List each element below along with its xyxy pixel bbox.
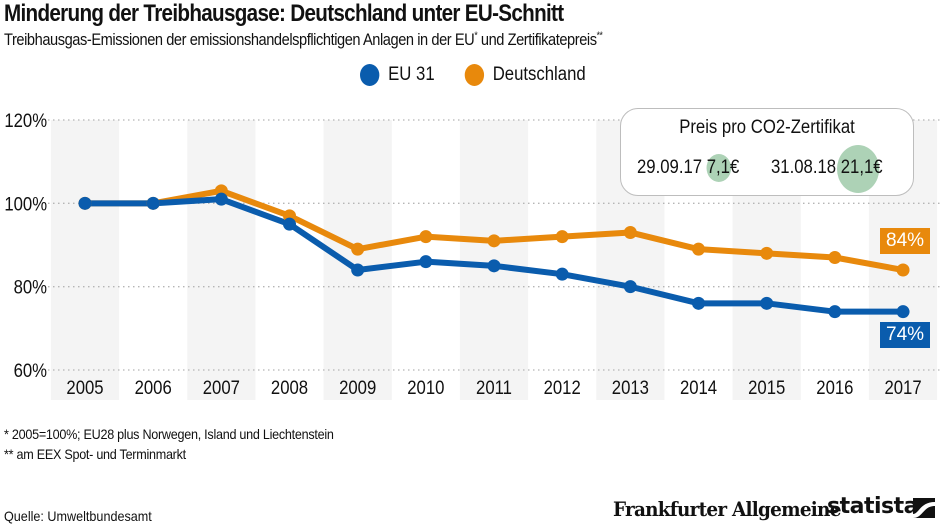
band-2007 [187,120,256,400]
subtitle-text-2: und Zertifikatepreis [477,30,597,49]
data-point-eu-31-2011 [487,259,501,273]
x-tick-label: 2017 [884,377,921,398]
x-tick-label: 2016 [816,377,853,398]
data-point-eu-31-2017 [896,305,910,319]
legend-label-deutschland: Deutschland [492,64,586,85]
data-point-deutschland-2016 [828,251,842,264]
data-point-deutschland-2011 [487,234,501,248]
series-points [78,184,910,319]
faz-logo: Frankfurter Allgemeine [613,497,841,521]
x-tick-label: 2007 [203,377,240,398]
subtitle-footnote-mark-1: * [474,30,478,42]
y-tick-label: 80% [14,277,48,298]
x-tick-label: 2006 [135,377,172,398]
co2-price-value-2: 21,1€ [837,145,883,193]
data-point-eu-31-2005 [78,196,92,210]
x-tick-label: 2005 [66,377,103,398]
end-label-deutschland: 84% [880,228,931,254]
data-point-eu-31-2016 [828,305,842,319]
x-tick-label: 2012 [544,377,581,398]
y-axis-ticks: 60% 80% 100% 120% [4,110,47,381]
legend: EU 31 Deutschland [360,64,616,86]
co2-price-text-1: 7,1€ [706,157,740,178]
data-point-eu-31-2015 [760,296,774,310]
x-tick-label: 2010 [407,377,444,398]
data-point-deutschland-2009 [351,242,365,256]
x-tick-label: 2011 [476,377,512,398]
x-tick-label: 2015 [748,377,785,398]
co2-price-box: Preis pro CO2-Zertifikat 29.09.17 7,1€ 3… [620,108,914,196]
statista-logo-icon [913,498,935,518]
x-tick-label: 2008 [271,377,308,398]
co2-price-date-1: 29.09.17 [637,157,703,178]
data-point-deutschland-2014 [692,242,706,256]
subtitle-text: Treibhausgas-Emissionen der emissionshan… [4,30,475,49]
data-point-eu-31-2007 [214,192,228,206]
data-point-eu-31-2013 [623,280,637,294]
co2-price-bubble-1 [706,154,732,182]
data-point-eu-31-2008 [283,217,297,231]
x-tick-label: 2014 [680,377,717,398]
co2-price-entry-1: 29.09.17 7,1€ [637,154,740,182]
statista-logo: statista [827,494,918,519]
data-point-deutschland-2012 [555,230,569,244]
legend-swatch-deutschland [464,64,484,86]
x-tick-label: 2013 [612,377,649,398]
data-point-eu-31-2014 [692,296,706,310]
y-tick-label: 60% [14,360,48,381]
data-point-eu-31-2009 [351,263,365,277]
data-point-deutschland-2010 [419,230,433,244]
legend-swatch-eu31 [360,64,380,86]
co2-price-title: Preis pro CO2-Zertifikat [679,117,855,138]
x-axis-ticks: 2005 2006 2007 2008 2009 2010 2011 2012 2013 2014… [66,377,921,398]
data-point-deutschland-2013 [623,226,637,239]
co2-price-date-2: 31.08.18 [771,157,837,178]
grid-lines [48,119,940,371]
legend-item-deutschland: Deutschland [464,64,586,86]
data-point-deutschland-2017 [896,263,910,277]
legend-label-eu31: EU 31 [388,64,435,85]
co2-price-bubble-2 [837,145,880,193]
co2-price-value-1: 7,1€ [706,154,740,182]
co2-price-text-2: 21,1€ [840,157,883,178]
y-tick-label: 120% [4,110,47,131]
line-chart: 60%80%100%120% 2005 2006 2007 2008 2009 2010 2… [4,110,940,400]
footnote-1: * 2005=100%; EU28 plus Norwegen, Island … [4,426,334,442]
y-tick-label: 100% [4,193,47,214]
x-tick-label: 2009 [339,377,376,398]
end-label-eu31: 74% [880,322,931,348]
footnote-2: ** am EEX Spot- und Terminmarkt [4,446,186,462]
co2-price-entry-2: 31.08.18 21,1€ [771,145,883,193]
band-2005 [50,120,120,400]
subtitle-footnote-mark-2: ** [596,30,603,42]
data-point-eu-31-2012 [555,267,569,281]
data-point-deutschland-2015 [760,246,774,260]
chart-title: Minderung der Treibhausgase: Deutschland… [4,0,564,27]
data-point-eu-31-2010 [419,255,433,269]
source-note: Quelle: Umweltbundesamt [4,508,152,524]
legend-item-eu31: EU 31 [360,64,435,86]
chart-subtitle: Treibhausgas-Emissionen der emissionshan… [4,30,603,50]
band-2009 [323,120,392,400]
data-point-eu-31-2006 [146,196,160,210]
